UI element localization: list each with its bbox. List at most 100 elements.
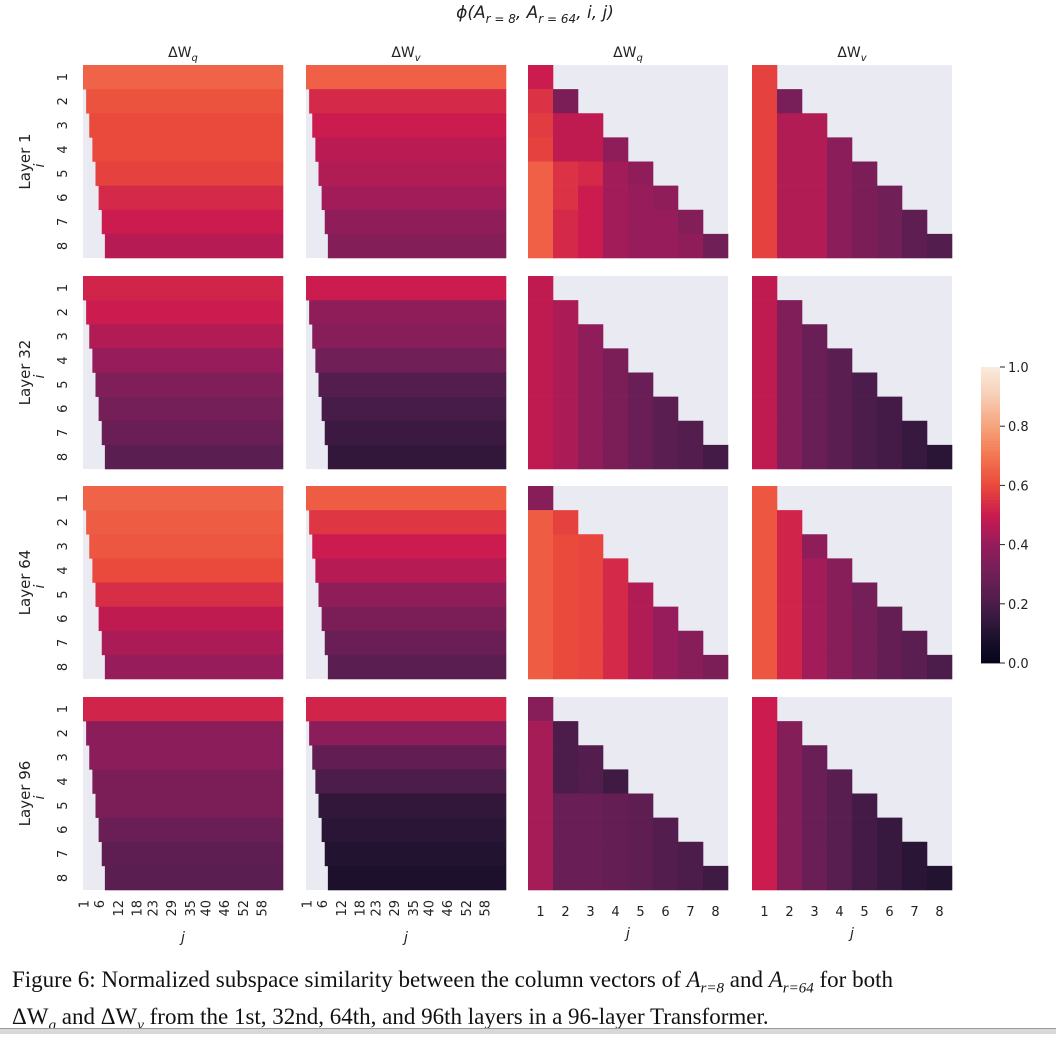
heatmap-cell xyxy=(777,606,803,632)
colorbar-segment xyxy=(981,630,1000,634)
heatmap-cell xyxy=(827,558,853,583)
heatmap-cell xyxy=(653,654,679,680)
x-tick-label: 8 xyxy=(711,905,719,920)
colorbar-segment xyxy=(981,435,1000,439)
y-tick-label: 3 xyxy=(56,121,71,129)
heatmap-panel xyxy=(306,276,507,470)
heatmap-cell xyxy=(777,721,803,746)
y-tick-label: 4 xyxy=(56,777,71,785)
heatmap-cell xyxy=(603,372,629,397)
heatmap-cell xyxy=(752,606,778,632)
colorbar-segment xyxy=(981,541,1000,545)
x-tick-label: 5 xyxy=(860,905,868,920)
heatmap-cell xyxy=(752,137,778,162)
colorbar-segment xyxy=(981,603,1000,608)
heatmap-cell xyxy=(309,300,507,325)
heatmap-cell xyxy=(86,89,284,114)
colorbar-segment xyxy=(981,441,1000,445)
heatmap-cell xyxy=(752,324,778,349)
y-tick-label: 8 xyxy=(56,453,71,461)
heatmap-cell xyxy=(877,209,903,235)
heatmap-panel xyxy=(306,65,507,259)
heatmap-cell xyxy=(628,841,654,867)
heatmap-cell xyxy=(877,396,903,422)
heatmap-cell xyxy=(802,745,828,770)
heatmap-cell xyxy=(89,113,284,138)
heatmap-cell xyxy=(553,606,579,632)
y-axis-label: i xyxy=(32,584,48,588)
heatmap-cell xyxy=(777,300,803,325)
colorbar-segment xyxy=(981,438,1000,442)
heatmap-panel xyxy=(306,486,507,680)
y-tick-label: 3 xyxy=(56,753,71,761)
colorbar-segment xyxy=(981,467,1000,471)
heatmap-cell xyxy=(877,817,903,843)
heatmap-cell xyxy=(678,444,704,470)
heatmap-cell xyxy=(528,113,554,138)
heatmap-cell xyxy=(802,606,828,632)
heatmap-cell xyxy=(752,161,778,186)
heatmap-cell xyxy=(95,793,284,818)
colorbar-segment xyxy=(981,485,1000,489)
heatmap-cell xyxy=(877,606,903,632)
heatmap-cell xyxy=(703,865,729,891)
x-tick-label: 12 xyxy=(112,900,127,917)
heatmap-cell xyxy=(752,865,778,891)
heatmap-cell xyxy=(327,654,507,680)
y-tick-label: 4 xyxy=(56,356,71,364)
heatmap-cell xyxy=(877,185,903,211)
colorbar-segment xyxy=(981,517,1000,522)
heatmap-panel xyxy=(528,65,729,259)
heatmap-cell xyxy=(318,161,507,186)
heatmap-cell xyxy=(578,841,604,867)
figure-title: ϕ(Ar = 8, Ar = 64, i, j) xyxy=(456,3,614,26)
heatmap-cell xyxy=(802,769,828,794)
colorbar-segment xyxy=(981,583,1000,587)
colorbar-segment xyxy=(981,426,1000,430)
heatmap-cell xyxy=(95,161,284,186)
heatmap-cell xyxy=(827,185,853,211)
heatmap-cell xyxy=(852,793,878,818)
heatmap-cell xyxy=(553,745,579,770)
colorbar-tick-label: 0.0 xyxy=(1008,657,1029,672)
x-tick-label: 8 xyxy=(935,905,943,920)
colorbar-segment xyxy=(981,470,1000,474)
heatmap-cell xyxy=(902,630,928,656)
heatmap-cell xyxy=(653,630,679,656)
colorbar-segment xyxy=(981,651,1000,655)
heatmap-cell xyxy=(306,697,507,722)
x-tick-label: 58 xyxy=(479,900,494,917)
colorbar-segment xyxy=(981,586,1000,590)
heatmap-cell xyxy=(678,420,704,446)
heatmap-cell xyxy=(802,817,828,843)
colorbar-segment xyxy=(981,645,1000,649)
colorbar-segment xyxy=(981,535,1000,540)
heatmap-cell xyxy=(752,233,778,259)
heatmap-cell xyxy=(802,396,828,422)
colorbar-segment xyxy=(981,381,1000,386)
colorbar-segment xyxy=(981,399,1000,403)
heatmap-cell xyxy=(98,606,284,632)
heatmap-cell xyxy=(309,89,507,114)
heatmap-cell xyxy=(628,209,654,235)
heatmap-cell xyxy=(678,865,704,891)
colorbar-segment xyxy=(981,482,1000,486)
heatmap-cell xyxy=(628,444,654,470)
heatmap-cell xyxy=(553,721,579,746)
heatmap-cell xyxy=(827,372,853,397)
heatmap-cell xyxy=(628,793,654,818)
x-tick-label: 46 xyxy=(441,900,456,917)
heatmap-cell xyxy=(603,582,629,607)
colorbar-segment xyxy=(981,580,1000,584)
heatmap-cell xyxy=(553,137,579,162)
y-axis-label: i xyxy=(32,163,48,167)
colorbar-segment xyxy=(981,660,1000,664)
heatmap-cell xyxy=(528,558,554,583)
heatmap-cell xyxy=(528,510,554,535)
heatmap-cell xyxy=(603,444,629,470)
heatmap-cell xyxy=(553,396,579,422)
heatmap-cell xyxy=(603,558,629,583)
heatmap-cell xyxy=(777,745,803,770)
heatmap-cell xyxy=(603,606,629,632)
heatmap-cell xyxy=(777,769,803,794)
